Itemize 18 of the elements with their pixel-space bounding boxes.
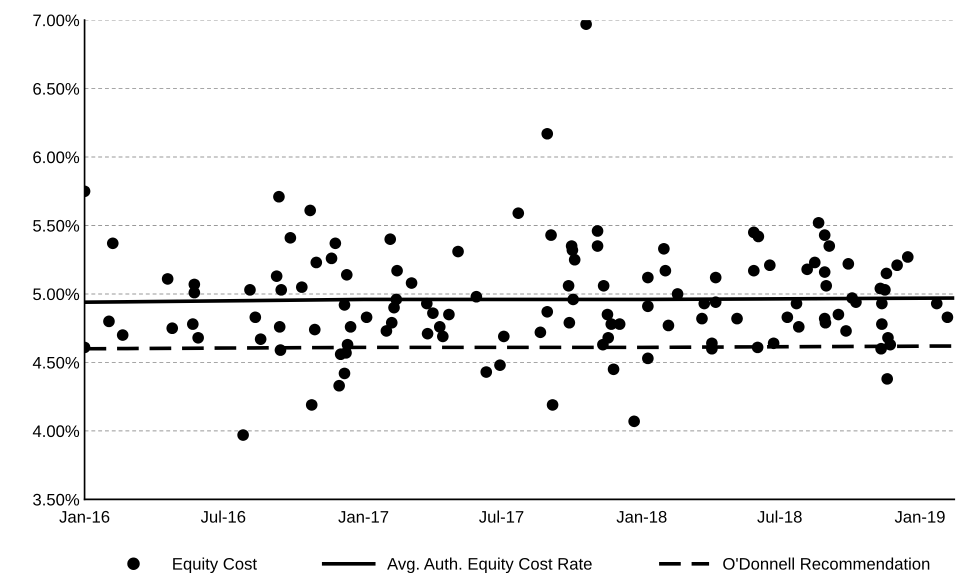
y-tick-label: 7.00% <box>33 14 80 26</box>
y-tick-label: 4.00% <box>32 425 80 438</box>
x-tick-label: Jan-19 <box>894 510 945 523</box>
x-tick-label: Jul-18 <box>757 510 802 523</box>
legend-label: Equity Cost <box>173 558 257 574</box>
y-tick-label: 5.00% <box>33 288 80 300</box>
x-tick-label: Jul-16 <box>200 510 246 523</box>
y-tick-label: 4.50% <box>32 356 80 369</box>
x-tick-label: Jan-16 <box>59 510 110 523</box>
y-tick-label: 5.50% <box>33 220 80 232</box>
y-tick-label: 6.00% <box>33 151 80 164</box>
legend-label: O'Donnell Recommendation <box>723 558 930 570</box>
x-tick-label: Jan-17 <box>338 511 388 523</box>
x-tick-label: Jul-17 <box>479 510 524 523</box>
x-tick-label: Jan-18 <box>616 510 667 523</box>
y-tick-label: 3.50% <box>33 494 80 506</box>
y-tick-label: 6.50% <box>33 82 80 95</box>
legend-label: Avg. Auth. Equity Cost Rate <box>387 558 592 574</box>
